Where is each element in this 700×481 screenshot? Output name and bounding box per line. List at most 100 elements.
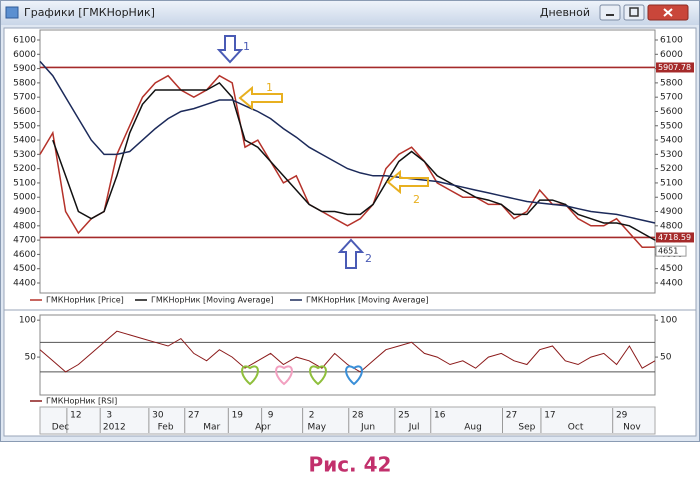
y-tick-label: 4500 [13,264,36,274]
level-label: 5907.78 [658,63,691,72]
annotation-label: 2 [365,252,372,265]
month-label: Feb [158,423,174,433]
y-tick-label: 6000 [13,50,36,60]
price-plot [39,29,656,294]
x-tick-label: 9 [268,411,274,421]
x-tick-label: 19 [232,411,244,421]
month-label: 2012 [103,423,126,433]
y-tick-label: 5700 [13,93,36,103]
close-icon [663,8,673,17]
annotation-arrow [337,238,365,269]
y-tick-label: 5400 [13,136,36,146]
date-axis [39,406,656,435]
annotation-arrow [386,169,429,195]
y-tick-label-right: 5500 [660,121,683,131]
series-line [39,60,656,224]
y-tick-label-right: 4400 [660,278,683,288]
month-label: Aug [464,423,482,433]
annotation-label: 2 [413,193,420,206]
maximize-button[interactable] [623,4,645,21]
month-label: May [307,423,326,433]
x-tick-label: 29 [616,411,628,421]
month-label: Nov [623,423,641,433]
y-tick-label: 4700 [13,236,36,246]
rsi-plot [39,314,656,396]
y-tick-label: 5000 [13,193,36,203]
heart-marker [241,365,259,386]
y-tick-label-right: 5300 [660,150,683,160]
series-line [52,81,656,241]
annotation-label: 1 [266,81,273,94]
annotation-label: 1 [243,40,250,53]
legend-label: ГМКНорНик [Moving Average] [306,296,429,305]
series-line [39,330,656,373]
month-label: Oct [568,423,584,433]
maximize-icon [629,7,639,17]
figure-caption: Рис. 42 [309,453,392,477]
y-tick-label: 5300 [13,150,36,160]
minimize-button[interactable] [599,4,621,21]
month-label: Mar [203,423,220,433]
x-tick-label: 25 [398,411,409,421]
y-tick-label: 4600 [13,250,36,260]
y-tick-label: 5500 [13,121,36,131]
y-tick-label: 50 [25,353,37,363]
annotation-arrow [216,35,244,64]
y-tick-label: 4400 [13,278,36,288]
period-label[interactable]: Дневной [540,6,590,19]
month-label: Jul [408,423,420,433]
y-tick-label: 5900 [13,64,36,74]
y-tick-label: 5200 [13,164,36,174]
title-bar [1,1,699,25]
y-tick-label-right: 5000 [660,193,683,203]
x-tick-label: 27 [506,411,517,421]
month-label: Apr [255,423,271,433]
annotation-arrow [238,85,283,111]
y-tick-label: 6100 [13,36,36,46]
month-label: Dec [52,423,69,433]
y-tick-label-right: 4800 [660,221,683,231]
y-tick-label: 4900 [13,207,36,217]
level-tag [656,62,694,73]
last-value-label: 4651 [658,247,678,256]
y-tick-label-right: 5600 [660,107,683,117]
heart-marker [309,365,327,386]
y-tick-label-right: 4500 [660,264,683,274]
level-tag [656,232,694,243]
y-tick-label: 4800 [13,221,36,231]
legend-label: ГМКНорНик [RSI] [46,397,117,406]
y-tick-label: 5600 [13,107,36,117]
y-tick-label-right: 6000 [660,50,683,60]
legend-label: ГМКНорНик [Moving Average] [151,296,274,305]
level-label: 4718.59 [658,233,691,242]
y-tick-label-right: 100 [660,316,677,326]
y-tick-label-right: 5800 [660,78,683,88]
y-tick-label: 5100 [13,178,36,188]
window-title: Графики [ГМКНорНик] [24,6,155,19]
y-tick-label-right: 5400 [660,136,683,146]
y-tick-label-right: 5200 [660,164,683,174]
x-tick-label: 16 [434,411,446,421]
x-tick-label: 28 [352,411,364,421]
y-tick-label: 100 [19,316,36,326]
y-tick-label: 5800 [13,78,36,88]
heart-marker [275,365,293,386]
month-label: Sep [518,423,535,433]
window-icon [5,6,19,19]
x-tick-label: 17 [544,411,555,421]
y-tick-label-right: 4900 [660,207,683,217]
y-tick-label-right: 5100 [660,178,683,188]
last-value-tag [655,245,687,257]
month-label: Jun [360,423,375,433]
x-tick-label: 30 [152,411,164,421]
y-tick-label-right: 6100 [660,36,683,46]
x-tick-label: 3 [106,411,112,421]
y-tick-label-right: 50 [660,353,672,363]
x-tick-label: 2 [309,411,315,421]
legend-label: ГМКНорНик [Price] [46,296,124,305]
x-tick-label: 27 [188,411,199,421]
heart-marker [345,365,363,386]
y-tick-label-right: 5700 [660,93,683,103]
